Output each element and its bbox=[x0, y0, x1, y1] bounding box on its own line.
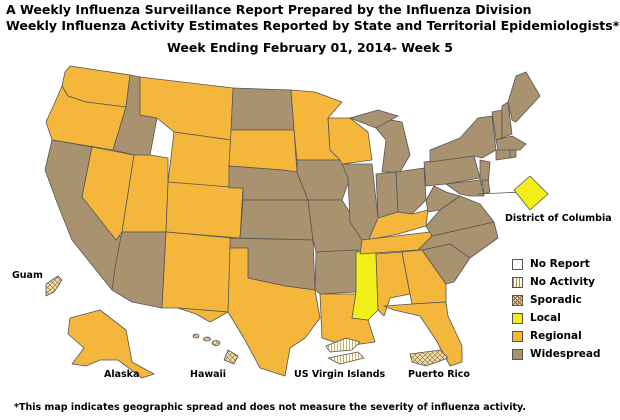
legend-item: Local bbox=[512, 309, 601, 327]
label-guam: Guam bbox=[12, 270, 43, 281]
label-dc: District of Columbia bbox=[505, 213, 612, 224]
state-nd bbox=[230, 87, 295, 131]
legend-item: No Report bbox=[512, 255, 601, 273]
state-md bbox=[445, 179, 485, 197]
legend-item: No Activity bbox=[512, 273, 601, 291]
label-hawaii: Hawaii bbox=[190, 369, 227, 380]
label-puerto-rico: Puerto Rico bbox=[408, 369, 470, 380]
legend-item: Regional bbox=[512, 327, 601, 345]
state-wi bbox=[327, 117, 373, 165]
state-oh bbox=[395, 167, 427, 215]
territory-hi-island bbox=[203, 336, 211, 342]
state-me bbox=[507, 71, 541, 123]
state-ny bbox=[429, 115, 497, 163]
state-ms bbox=[351, 249, 379, 321]
territory-pr bbox=[409, 349, 449, 367]
week-ending-title: Week Ending February 01, 2014- Week 5 bbox=[167, 40, 453, 55]
territory-ak bbox=[67, 309, 155, 379]
state-ct bbox=[495, 149, 511, 161]
legend-swatch-widespread bbox=[512, 348, 523, 360]
state-az bbox=[111, 231, 167, 309]
label-alaska: Alaska bbox=[104, 369, 140, 380]
legend-swatch-local bbox=[512, 312, 523, 324]
state-wy bbox=[167, 131, 232, 189]
footnote: *This map indicates geographic spread an… bbox=[14, 402, 526, 413]
state-nh bbox=[501, 101, 513, 139]
legend-item: Sporadic bbox=[512, 291, 601, 309]
legend-label: Widespread bbox=[530, 348, 601, 360]
legend-swatch-sporadic bbox=[512, 294, 523, 306]
territory-vi bbox=[325, 337, 361, 353]
state-tx bbox=[177, 247, 321, 377]
territory-vi-st-croix bbox=[327, 351, 365, 365]
report-title-line1: A Weekly Influenza Surveillance Report P… bbox=[6, 2, 532, 17]
state-nm bbox=[161, 231, 233, 313]
legend-label: No Report bbox=[530, 258, 590, 270]
state-ks bbox=[239, 199, 314, 241]
state-wv bbox=[425, 185, 461, 213]
territory-hi-island bbox=[211, 340, 221, 346]
territory-hi-big-island bbox=[223, 349, 239, 365]
legend-swatch-no-report bbox=[512, 258, 523, 270]
state-co bbox=[165, 181, 244, 239]
state-sd bbox=[228, 129, 298, 173]
state-ri bbox=[509, 149, 517, 159]
legend-swatch-regional bbox=[512, 330, 523, 342]
report-title-line2: Weekly Influenza Activity Estimates Repo… bbox=[6, 18, 620, 33]
legend-label: Regional bbox=[530, 330, 582, 342]
state-ma bbox=[495, 135, 527, 151]
map-legend: No Report No Activity Sporadic Local Reg… bbox=[512, 255, 601, 363]
state-dc bbox=[513, 175, 549, 211]
legend-label: No Activity bbox=[530, 276, 595, 288]
state-ar bbox=[314, 249, 359, 295]
state-mi bbox=[375, 117, 411, 173]
label-usvi: US Virgin Islands bbox=[294, 369, 386, 380]
legend-label: Sporadic bbox=[530, 294, 582, 306]
legend-label: Local bbox=[530, 312, 561, 324]
state-de bbox=[481, 179, 491, 195]
legend-item: Widespread bbox=[512, 345, 601, 363]
territory-hi-island bbox=[192, 333, 200, 339]
state-mi-up bbox=[349, 109, 399, 129]
legend-swatch-no-activity bbox=[512, 276, 523, 288]
state-fl bbox=[383, 301, 463, 367]
territory-gu bbox=[45, 275, 63, 297]
